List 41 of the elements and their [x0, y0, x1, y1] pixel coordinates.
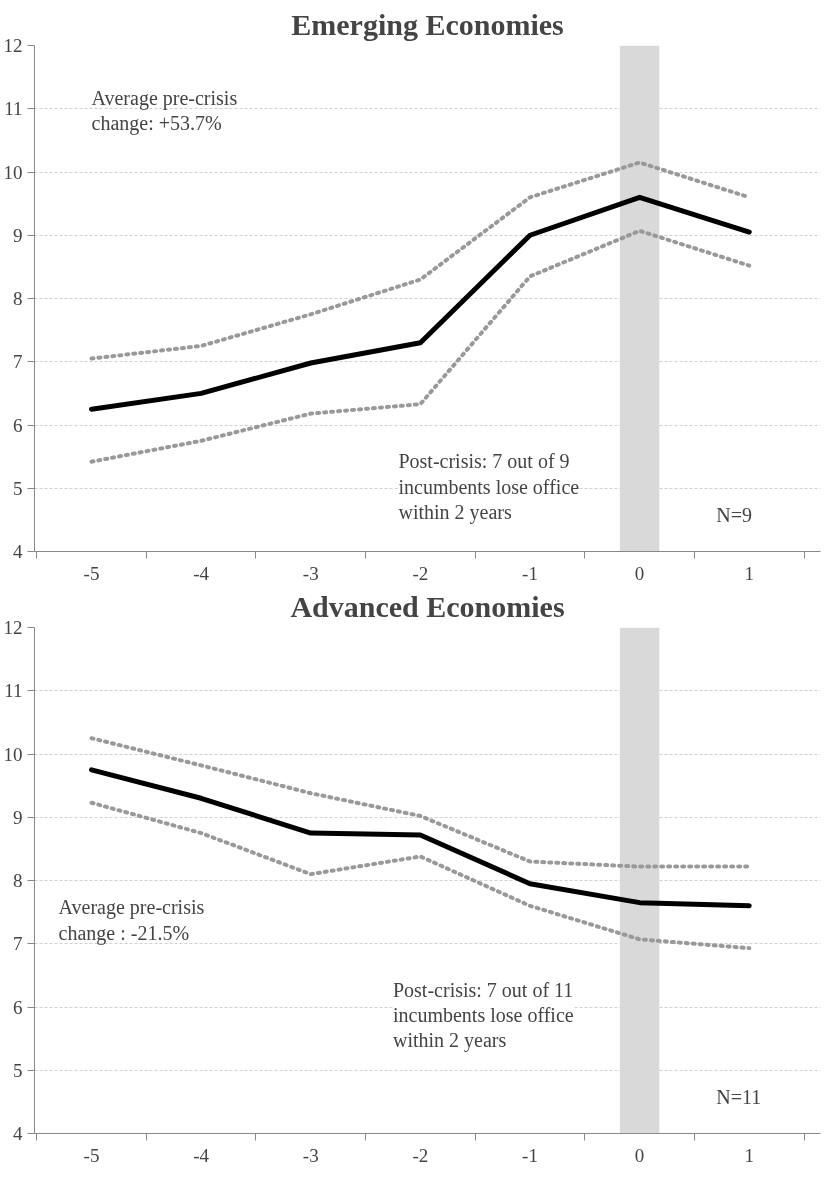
y-tick-label: 8 — [13, 870, 23, 891]
chart-title: Emerging Economies — [291, 7, 564, 41]
y-tick-label: 8 — [13, 288, 23, 309]
annotation: Post-crisis: 7 out of 9 incumbents lose office within 2 years — [398, 450, 580, 524]
x-tick-label: -1 — [522, 562, 538, 584]
y-tick-label: 6 — [13, 414, 23, 436]
annotation: Average pre-crisis change : -21.5% — [58, 896, 205, 945]
y-tick-label: 9 — [13, 224, 23, 246]
annotation: Post-crisis: 7 out of 11 incumbents lose office within 2 years — [392, 978, 574, 1053]
y-tick-label: 5 — [13, 1059, 23, 1081]
x-tick-label: -5 — [83, 1144, 100, 1166]
x-tick-label: 0 — [634, 1144, 645, 1166]
y-tick-label: 11 — [4, 680, 23, 702]
y-tick-label: 4 — [13, 1123, 23, 1144]
line-series — [89, 736, 752, 869]
x-tick-label: -4 — [193, 1144, 210, 1166]
y-tick-label: 7 — [13, 933, 23, 955]
y-tick-label: 4 — [13, 541, 23, 562]
x-tick-label: -3 — [302, 562, 319, 584]
y-tick-label: 12 — [3, 617, 23, 638]
y-tick-label: 7 — [13, 351, 23, 373]
annotation: N=9 — [716, 504, 753, 527]
x-tick-label: -2 — [412, 1144, 429, 1166]
y-tick-label: 11 — [4, 98, 23, 120]
y-tick-label: 10 — [3, 743, 23, 765]
y-tick-label: 10 — [3, 161, 23, 183]
x-tick-label: 0 — [634, 562, 645, 584]
y-tick-label: 12 — [3, 35, 23, 56]
y-tick-label: 6 — [13, 996, 23, 1018]
x-tick-label: 1 — [744, 1144, 754, 1166]
x-tick-label: -3 — [302, 1144, 319, 1166]
annotation: N=11 — [716, 1086, 762, 1109]
y-tick-label: 9 — [13, 806, 23, 828]
x-tick-label: 1 — [744, 562, 754, 584]
x-tick-label: -2 — [412, 562, 429, 584]
x-tick-label: -4 — [193, 562, 210, 584]
chart-title: Advanced Economies — [290, 589, 565, 623]
x-tick-label: -1 — [522, 1144, 538, 1166]
y-tick-label: 5 — [13, 477, 23, 499]
x-tick-label: -5 — [83, 562, 100, 584]
annotation: Average pre-crisis change: +53.7% — [91, 86, 238, 135]
